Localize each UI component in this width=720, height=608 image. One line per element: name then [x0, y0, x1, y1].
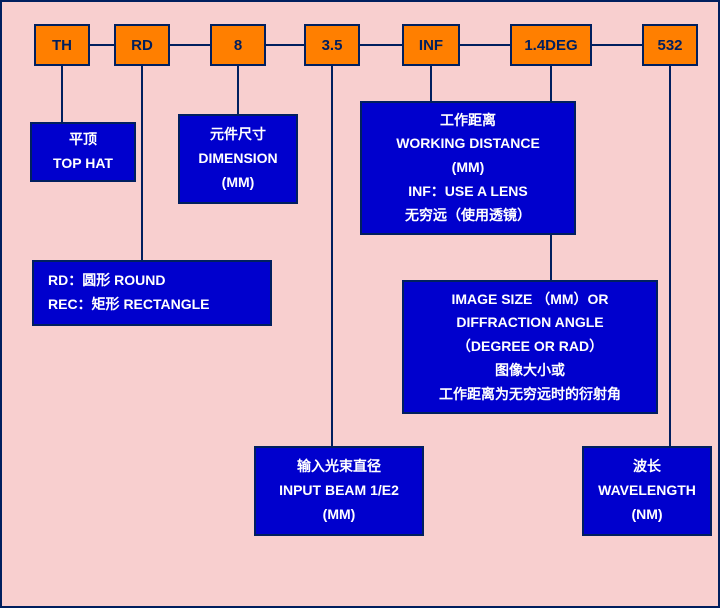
connector-th — [61, 66, 63, 122]
code-box-8: 8 — [210, 24, 266, 66]
code-box-532: 532 — [642, 24, 698, 66]
code-box-3_5: 3.5 — [304, 24, 360, 66]
diagram-canvas: TH RD 8 3.5 INF 1.4DEG 532 平顶 TOP HAT 元件尺寸 DIMEN… — [0, 0, 720, 608]
desc-box-top-hat: 平顶 TOP HAT — [30, 122, 136, 182]
desc-box-input: 输入光束直径 INPUT BEAM 1/E2 (MM) — [254, 446, 424, 536]
code-box-th: TH — [34, 24, 90, 66]
desc-box-working: 工作距离 WORKING DISTANCE (MM) INF：USE A LEN… — [360, 101, 576, 235]
desc-box-image: IMAGE SIZE （MM）OR DIFFRACTION ANGLE （DEG… — [402, 280, 658, 414]
code-box-rd: RD — [114, 24, 170, 66]
code-box-inf: INF — [402, 24, 460, 66]
connector-532 — [669, 66, 671, 446]
connector-rd — [141, 66, 143, 260]
desc-box-dimension: 元件尺寸 DIMENSION (MM) — [178, 114, 298, 204]
desc-box-wave: 波长 WAVELENGTH (NM) — [582, 446, 712, 536]
connector-3_5 — [331, 66, 333, 446]
desc-box-rd-rec: RD：圆形 ROUND REC：矩形 RECTANGLE — [32, 260, 272, 326]
connector-inf — [430, 66, 432, 102]
code-box-1_4deg: 1.4DEG — [510, 24, 592, 66]
